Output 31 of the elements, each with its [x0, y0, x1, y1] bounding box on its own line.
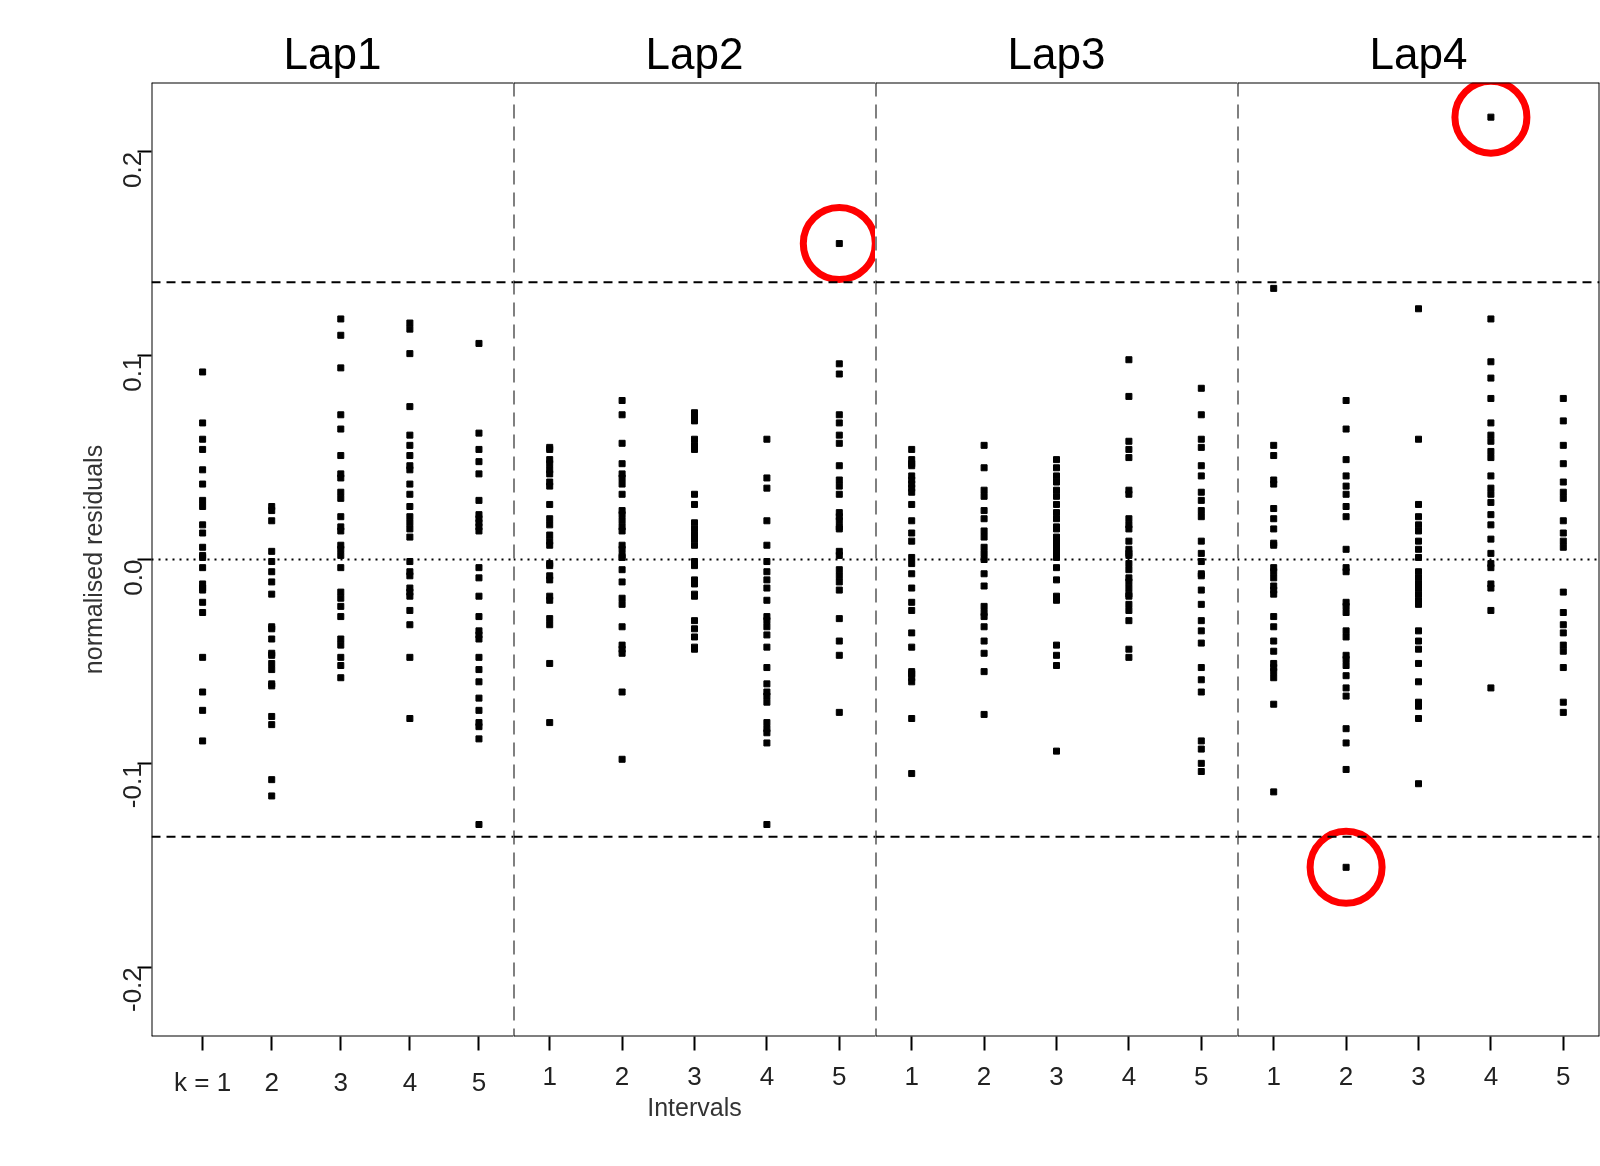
x-tick-label: 3	[333, 1066, 349, 1097]
y-tick-label: 0.2	[117, 151, 148, 188]
x-tick-label: 5	[832, 1060, 847, 1091]
x-axis-title: Intervals	[647, 1092, 742, 1121]
chart-title: Lap4	[1369, 28, 1468, 78]
chart-title: Lap1	[283, 28, 382, 78]
x-tick-label: 3	[687, 1060, 702, 1091]
y-tick-label: -0.1	[117, 763, 148, 809]
x-tick-label: 1	[904, 1060, 919, 1091]
chart-title: Lap2	[645, 28, 744, 78]
y-tick-label: 0.0	[117, 559, 148, 596]
x-tick-label: 2	[1338, 1060, 1354, 1091]
chart-title: Lap3	[1007, 28, 1106, 78]
x-tick-label: k = 1	[174, 1066, 232, 1097]
x-tick-label: 2	[976, 1060, 992, 1091]
x-tick-label: 1	[542, 1060, 557, 1091]
x-tick-label: 1	[1266, 1060, 1281, 1091]
x-tick-label: 4	[1121, 1060, 1137, 1091]
x-tick-label: 4	[759, 1060, 775, 1091]
x-tick-label: 3	[1049, 1060, 1064, 1091]
x-tick-label: 5	[1194, 1060, 1209, 1091]
y-axis-title: normalised residuals	[78, 444, 107, 675]
x-tick-label: 2	[614, 1060, 630, 1091]
x-tick-label: 3	[1411, 1060, 1426, 1091]
x-tick-label: 5	[471, 1066, 487, 1097]
y-tick-label: 0.1	[117, 355, 148, 392]
x-tick-label: 4	[1483, 1060, 1499, 1091]
x-tick-label: 4	[402, 1066, 418, 1097]
x-tick-label: 2	[264, 1066, 279, 1097]
x-tick-label: 5	[1556, 1060, 1571, 1091]
y-tick-label: -0.2	[117, 967, 148, 1012]
